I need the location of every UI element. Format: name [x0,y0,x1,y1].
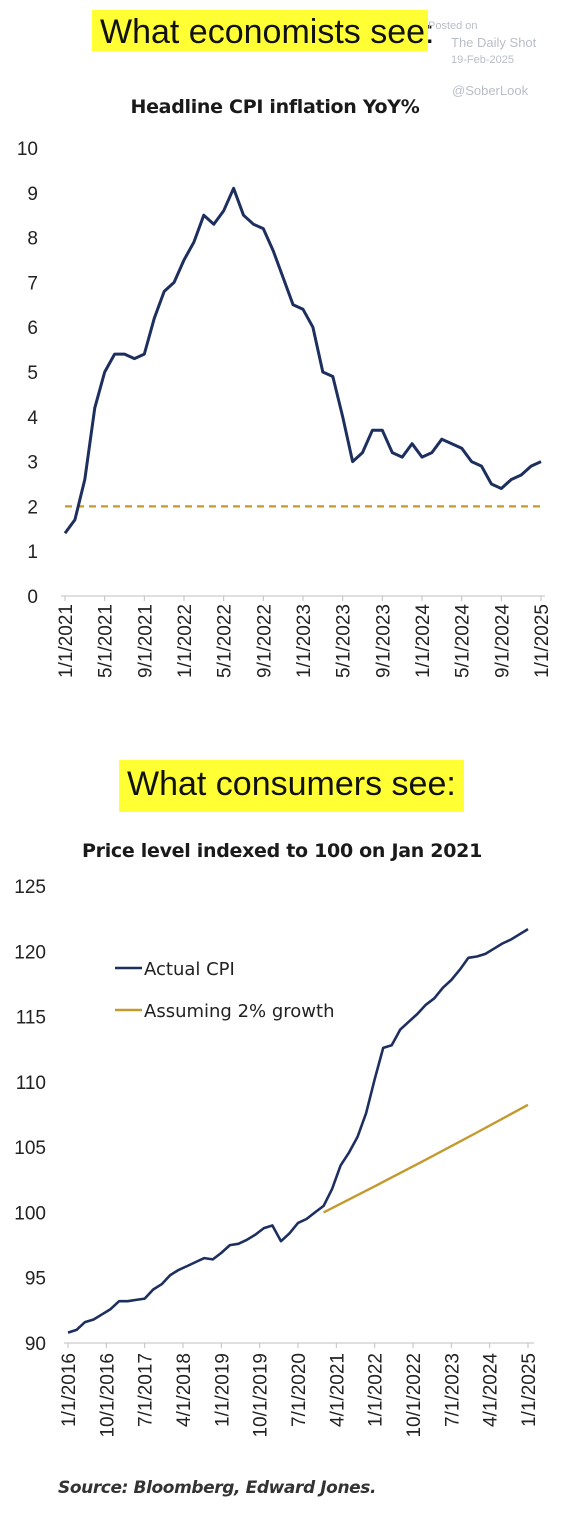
y-tick-label: 110 [16,1073,46,1094]
x-tick-label: 9/1/2023 [373,604,394,678]
y-tick-label: 2 [27,497,38,518]
legend-label: Actual CPI [144,959,235,980]
watermark-site: The Daily Shot [451,35,537,50]
source-note: Source: Bloomberg, Edward Jones. [58,1478,377,1498]
x-tick-label: 10/1/2019 [251,1353,272,1438]
y-tick-label: 120 [14,942,46,963]
y-tick-label: 0 [27,587,38,608]
y-tick-label: 4 [27,408,38,429]
y-tick-label: 1 [27,542,38,563]
x-tick-label: 1/1/2016 [59,1353,80,1427]
y-tick-label: 125 [14,877,46,898]
y-tick-label: 5 [27,363,38,384]
x-tick-label: 1/1/2023 [294,604,315,678]
x-tick-label: 1/1/2025 [519,1353,540,1427]
y-tick-label: 10 [17,139,38,160]
x-tick-label: 4/1/2018 [174,1353,195,1427]
two-pct-growth-line [323,1103,529,1214]
x-tick-label: 7/1/2017 [136,1353,157,1427]
x-tick-label: 5/1/2024 [453,604,474,678]
x-tick-label: 5/1/2021 [96,604,117,678]
cpi-yoy-line [63,186,542,535]
actual-cpi-line [67,927,529,1334]
x-tick-label: 4/1/2024 [481,1353,502,1427]
x-tick-label: 1/1/2024 [413,604,434,678]
x-tick-label: 9/1/2024 [492,604,513,678]
x-tick-label: 7/1/2020 [289,1353,310,1427]
y-tick-label: 90 [25,1334,46,1355]
x-tick-label: 5/1/2022 [215,604,236,678]
y-tick-label: 3 [27,453,38,474]
x-tick-label: 5/1/2023 [334,604,355,678]
watermark-handle: @SoberLook [452,83,529,98]
y-tick-label: 95 [25,1269,46,1290]
x-tick-label: 7/1/2023 [442,1353,463,1427]
cpi-inflation-title: Headline CPI inflation YoY% [130,96,420,118]
x-tick-label: 1/1/2019 [212,1353,233,1427]
y-tick-label: 6 [27,318,38,339]
y-tick-label: 105 [14,1138,46,1159]
legend-label: Assuming 2% growth [144,1001,334,1022]
y-tick-label: 9 [27,184,38,205]
y-tick-label: 7 [27,273,38,294]
x-tick-label: 1/1/2022 [366,1353,387,1427]
x-tick-label: 9/1/2021 [135,604,156,678]
economists-banner: What economists see: [92,10,434,51]
consumers-banner: What consumers see: [119,760,464,812]
x-tick-label: 1/1/2025 [532,604,553,678]
y-tick-label: 8 [27,229,38,250]
x-tick-label: 10/1/2022 [404,1353,425,1438]
x-tick-label: 1/1/2021 [56,604,77,678]
x-tick-label: 4/1/2021 [327,1353,348,1427]
cpi-inflation-chart: 0 1 2 3 4 5 6 7 8 9 10 1/1/2021 5/1/2021 9/1/2021 1/1/… [17,139,553,678]
y-tick-label: 115 [16,1008,46,1029]
watermark-date: 19-Feb-2025 [451,54,514,66]
x-tick-label: 9/1/2022 [254,604,275,678]
watermark-posted: Posted on [428,20,478,32]
price-level-title: Price level indexed to 100 on Jan 2021 [82,840,482,862]
x-tick-label: 10/1/2016 [97,1353,118,1438]
x-tick-label: 1/1/2022 [175,604,196,678]
y-tick-label: 100 [14,1203,46,1224]
